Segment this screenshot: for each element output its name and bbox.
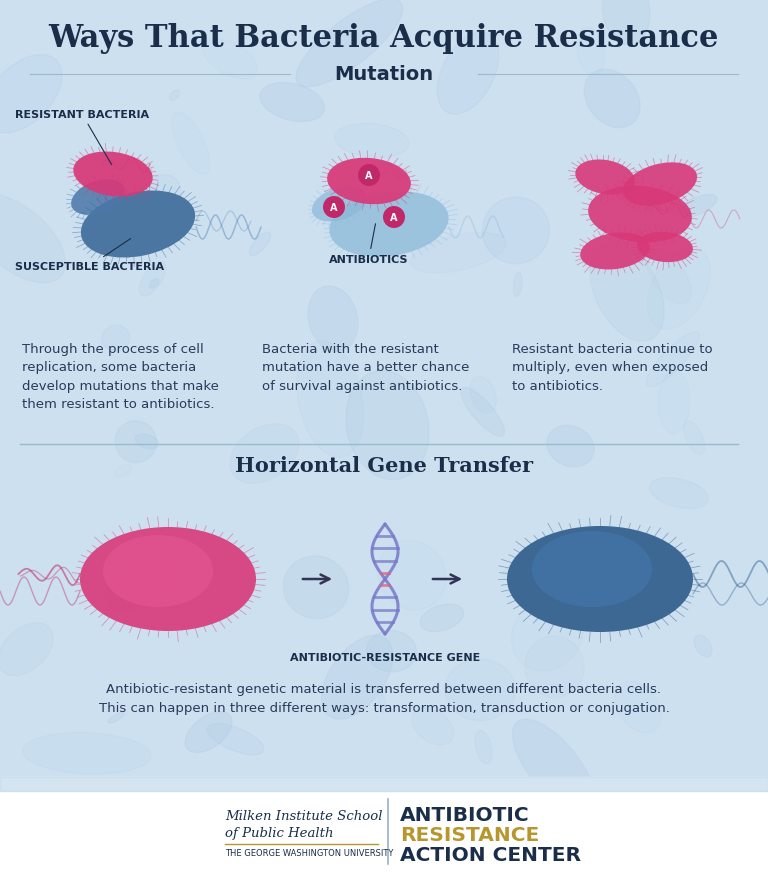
Ellipse shape	[584, 70, 640, 129]
Text: ANTIBIOTIC: ANTIBIOTIC	[400, 805, 530, 824]
Ellipse shape	[608, 599, 653, 627]
Ellipse shape	[23, 733, 151, 774]
Ellipse shape	[366, 631, 416, 673]
Ellipse shape	[614, 681, 661, 733]
Ellipse shape	[108, 713, 124, 724]
Text: Resistant bacteria continue to
multiply, even when exposed
to antibiotics.: Resistant bacteria continue to multiply,…	[512, 343, 713, 393]
Ellipse shape	[0, 623, 53, 676]
Text: ANTIBIOTICS: ANTIBIOTICS	[329, 225, 409, 265]
Ellipse shape	[412, 709, 454, 745]
Ellipse shape	[71, 180, 125, 216]
Ellipse shape	[650, 478, 708, 509]
Text: Milken Institute School: Milken Institute School	[225, 809, 382, 822]
Ellipse shape	[575, 160, 634, 196]
Ellipse shape	[250, 232, 271, 256]
Ellipse shape	[623, 163, 697, 206]
Text: A: A	[390, 213, 398, 223]
Ellipse shape	[637, 232, 693, 263]
Ellipse shape	[346, 371, 429, 480]
Ellipse shape	[185, 712, 232, 752]
Ellipse shape	[115, 421, 157, 463]
Ellipse shape	[0, 195, 65, 283]
Ellipse shape	[532, 531, 652, 607]
Ellipse shape	[461, 388, 505, 437]
Ellipse shape	[335, 125, 409, 159]
Ellipse shape	[507, 526, 693, 632]
Ellipse shape	[135, 434, 158, 449]
Ellipse shape	[329, 192, 449, 258]
Ellipse shape	[312, 188, 366, 222]
Text: THE GEORGE WASHINGTON UNIVERSITY: THE GEORGE WASHINGTON UNIVERSITY	[225, 848, 393, 857]
Text: Ways That Bacteria Acquire Resistance: Ways That Bacteria Acquire Resistance	[48, 23, 720, 53]
Ellipse shape	[437, 33, 498, 115]
Ellipse shape	[694, 635, 712, 657]
Ellipse shape	[445, 660, 515, 721]
Ellipse shape	[0, 55, 62, 133]
Ellipse shape	[139, 261, 166, 296]
Ellipse shape	[511, 598, 583, 671]
Text: ACTION CENTER: ACTION CENTER	[400, 845, 581, 864]
Ellipse shape	[647, 332, 700, 387]
Text: RESISTANCE: RESISTANCE	[400, 825, 539, 844]
Ellipse shape	[411, 233, 506, 274]
Ellipse shape	[513, 273, 522, 297]
Ellipse shape	[230, 424, 299, 484]
Ellipse shape	[296, 0, 403, 88]
Ellipse shape	[150, 175, 180, 205]
Circle shape	[383, 207, 405, 229]
Text: A: A	[330, 203, 338, 213]
Bar	[0, 777, 768, 877]
Circle shape	[358, 165, 380, 187]
Ellipse shape	[322, 636, 392, 719]
Ellipse shape	[379, 694, 386, 714]
Text: RESISTANT BACTERIA: RESISTANT BACTERIA	[15, 110, 149, 166]
Text: Bacteria with the resistant
mutation have a better chance
of survival against an: Bacteria with the resistant mutation hav…	[262, 343, 469, 393]
Ellipse shape	[73, 153, 153, 197]
Text: ANTIBIOTIC-RESISTANCE GENE: ANTIBIOTIC-RESISTANCE GENE	[290, 652, 480, 662]
Ellipse shape	[420, 604, 464, 631]
Ellipse shape	[602, 0, 650, 46]
Ellipse shape	[308, 287, 358, 352]
Bar	[0, 777, 768, 791]
Text: Through the process of cell
replication, some bacteria
develop mutations that ma: Through the process of cell replication,…	[22, 343, 219, 411]
Ellipse shape	[525, 637, 584, 698]
Text: Mutation: Mutation	[334, 66, 434, 84]
Ellipse shape	[547, 425, 594, 467]
Ellipse shape	[647, 247, 710, 330]
Ellipse shape	[475, 731, 492, 764]
Ellipse shape	[512, 719, 595, 814]
Ellipse shape	[296, 341, 364, 458]
Ellipse shape	[260, 83, 325, 122]
Ellipse shape	[581, 233, 650, 270]
Ellipse shape	[106, 559, 177, 610]
Ellipse shape	[80, 527, 256, 631]
Ellipse shape	[502, 552, 545, 580]
Ellipse shape	[170, 90, 180, 102]
Text: of Public Health: of Public Health	[225, 826, 333, 839]
Ellipse shape	[588, 187, 692, 243]
Ellipse shape	[207, 724, 264, 755]
Ellipse shape	[81, 191, 195, 258]
Ellipse shape	[327, 159, 411, 205]
Ellipse shape	[378, 540, 446, 610]
Circle shape	[323, 196, 345, 218]
Ellipse shape	[149, 280, 159, 289]
Text: SUSCEPTIBLE BACTERIA: SUSCEPTIBLE BACTERIA	[15, 239, 164, 272]
Text: Horizontal Gene Transfer: Horizontal Gene Transfer	[235, 455, 533, 475]
Ellipse shape	[101, 326, 130, 352]
Ellipse shape	[684, 422, 705, 454]
Ellipse shape	[470, 377, 496, 414]
Ellipse shape	[103, 535, 213, 607]
Text: A: A	[366, 171, 372, 181]
Ellipse shape	[283, 556, 349, 619]
Text: Antibiotic-resistant genetic material is transferred between different bacteria : Antibiotic-resistant genetic material is…	[98, 682, 670, 715]
Ellipse shape	[203, 39, 257, 80]
Ellipse shape	[590, 242, 664, 342]
Ellipse shape	[482, 197, 550, 265]
Ellipse shape	[675, 196, 717, 219]
